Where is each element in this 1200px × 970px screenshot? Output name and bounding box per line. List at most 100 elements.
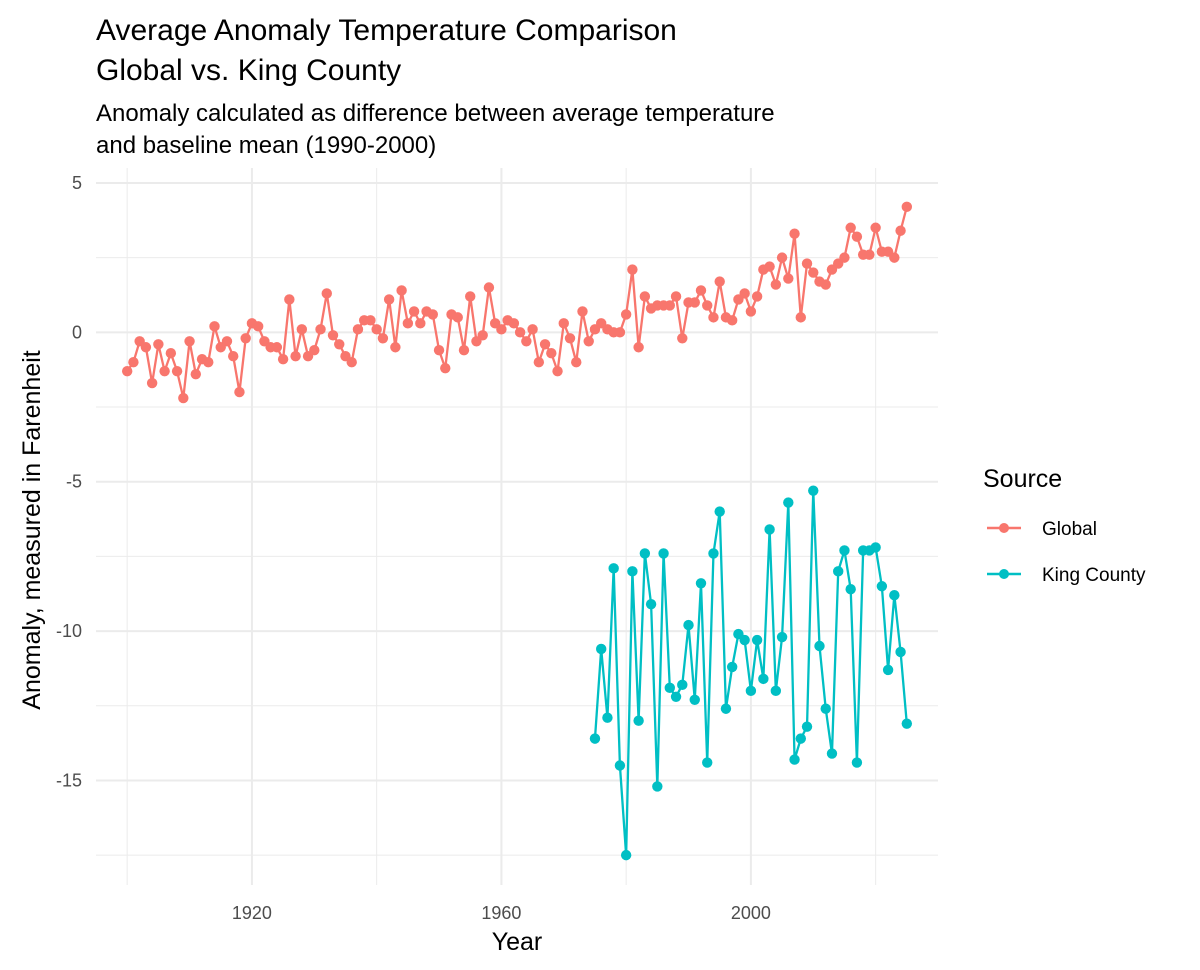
data-point-global [714,276,725,287]
y-tick-label: -15 [56,770,82,790]
legend-title: Source [983,465,1062,493]
data-point-global [271,342,283,353]
data-point-king-county [808,485,819,496]
data-point-global [427,309,438,320]
y-tick-label: 5 [72,173,82,193]
data-point-global [178,392,189,404]
y-tick-label: -5 [66,472,82,492]
data-point-global [739,288,750,299]
data-point-king-county [702,757,713,768]
chart-subtitle-line2: and baseline mean (1990-2000) [96,132,436,159]
data-point-global [751,291,763,302]
data-point-king-county [820,703,831,714]
data-point-king-county [882,664,894,676]
data-point-king-county [895,646,906,658]
data-point-king-county [901,718,913,729]
data-point-global [365,315,376,326]
plot-panel: 1920 1960 2000 5 0 -5 -10 -15 [56,168,938,923]
data-point-king-county [795,733,806,744]
data-point-king-county [614,760,626,771]
data-point-global [321,288,332,299]
x-tick-label: 2000 [731,903,771,923]
data-point-global [870,222,881,233]
data-point-global [783,273,794,284]
data-point-global [726,315,738,326]
data-point-global [465,291,476,302]
data-point-global [309,345,320,356]
x-tick-label: 1960 [481,903,521,923]
data-point-global [408,306,420,317]
data-point-global [889,252,900,263]
data-point-king-county [645,598,657,610]
legend-label-king-county: King County [1042,565,1146,586]
data-point-global [521,336,532,347]
data-point-global [808,267,819,278]
data-point-global [901,201,913,213]
data-point-king-county [602,712,613,723]
data-point-global [801,258,813,269]
data-point-global [252,321,264,332]
data-point-king-county [633,715,644,726]
data-point-global [702,300,713,311]
data-point-king-county [770,685,782,697]
data-point-global [334,339,345,350]
data-point-global [577,306,588,317]
data-point-global [415,318,426,329]
data-point-global [564,333,576,344]
data-point-global [203,356,214,368]
data-point-global [352,324,364,335]
x-axis-title: Year [492,928,543,956]
data-point-king-county [845,584,856,595]
data-point-global [851,231,863,242]
data-point-global [483,282,495,293]
data-point-global [795,312,806,323]
data-point-global [677,333,688,344]
data-point-king-county [764,524,775,535]
data-point-king-county [826,748,838,759]
data-point-global [371,324,382,335]
data-point-king-county [783,497,794,508]
data-point-king-county [839,545,850,556]
legend-key-dot-king-county [999,569,1009,579]
data-point-global [290,351,301,362]
data-point-global [552,365,563,377]
data-point-global [440,362,451,374]
data-point-global [190,368,201,380]
data-point-king-county [596,643,607,655]
data-point-global [452,312,463,323]
data-point-global [234,386,245,398]
data-point-king-county [670,691,682,702]
data-point-global [620,309,632,320]
data-point-global [383,294,395,305]
data-point-king-county [758,673,769,685]
data-point-king-county [801,721,813,732]
chart-title-line2: Global vs. King County [96,54,401,87]
data-point-king-county [652,781,663,792]
data-point-global [184,336,195,347]
data-point-global [664,300,676,311]
data-point-global [689,297,700,308]
data-point-global [558,318,569,329]
data-point-global [583,336,594,347]
data-point-global [240,333,251,344]
data-point-king-county [695,578,707,589]
data-point-global [627,264,638,275]
data-point-global [377,333,389,344]
data-point-king-county [620,849,632,861]
data-point-king-county [833,566,844,577]
legend-label-global: Global [1042,519,1097,540]
data-point-global [228,351,239,362]
data-point-global [390,342,401,353]
data-point-global [159,365,170,377]
data-point-global [277,354,289,365]
data-point-king-county [708,548,719,559]
data-point-global [745,306,757,317]
data-point-global [433,345,445,356]
data-point-global [845,222,856,233]
data-point-king-county [745,685,757,697]
data-point-king-county [726,661,738,673]
data-point-global [514,327,526,338]
data-point-global [171,365,183,377]
data-point-king-county [814,640,825,652]
